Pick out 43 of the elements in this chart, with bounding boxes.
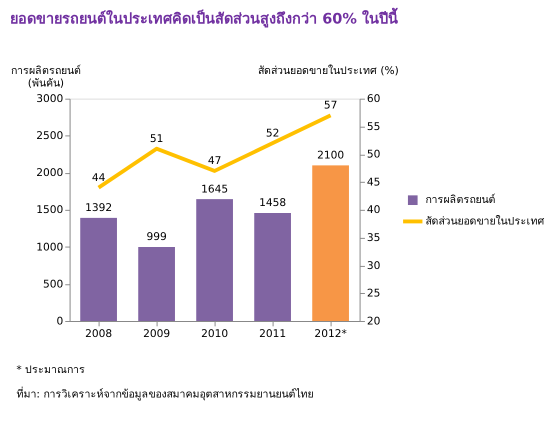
y-tick-label: 1500 xyxy=(36,203,64,216)
legend-label: การผลิตรถยนต์ xyxy=(425,193,496,206)
bar xyxy=(196,199,233,322)
data-label: 2100 xyxy=(317,148,344,162)
legend-label: สัดส่วนยอดขายในประเทศ xyxy=(425,214,544,228)
bar xyxy=(254,212,291,322)
data-label: 44 xyxy=(92,170,106,184)
y2-tick-label: 45 xyxy=(366,175,380,188)
bar xyxy=(138,246,175,322)
chart-title: ยอดขายรถยนต์ในประเทศคิดเป็นสัดส่วนสูงถึงกว่า 60% ในปีนี้ xyxy=(10,7,398,28)
x-tick-label: 2008 xyxy=(85,326,112,340)
data-label: 52 xyxy=(266,126,280,140)
y-tick-label: 2500 xyxy=(36,129,64,142)
y2-tick-label: 55 xyxy=(366,120,380,133)
y-tick-label: 3000 xyxy=(36,92,64,106)
y2-tick-label: 50 xyxy=(366,148,381,161)
y-axis-title: การผลิตรถยนต์ (พันคัน) xyxy=(10,64,81,90)
y-tick-label: 0 xyxy=(56,314,64,328)
data-label: 1645 xyxy=(201,182,228,196)
y2-axis-title: สัดส่วนยอดขายในประเทศ (%) xyxy=(258,64,399,78)
y2-tick-label: 35 xyxy=(366,231,380,244)
y2-tick-label: 25 xyxy=(366,286,380,300)
y2-tick-label: 30 xyxy=(366,258,381,272)
data-label: 1392 xyxy=(85,201,112,214)
y-tick-label: 500 xyxy=(43,277,64,290)
data-label: 57 xyxy=(324,98,338,112)
data-label: 47 xyxy=(208,154,222,168)
data-label: 1458 xyxy=(259,196,286,210)
bar xyxy=(312,165,349,322)
data-label: 999 xyxy=(146,230,167,244)
y2-tick-label: 40 xyxy=(366,203,381,216)
y-tick-label: 1000 xyxy=(36,240,64,254)
x-tick-label: 2012* xyxy=(314,326,347,340)
x-tick-label: 2009 xyxy=(143,326,170,340)
y2-tick-label: 60 xyxy=(366,92,381,106)
bar xyxy=(80,218,117,322)
y-tick-label: 2000 xyxy=(36,166,64,180)
x-tick-label: 2011 xyxy=(259,326,286,340)
y2-tick-label: 20 xyxy=(366,314,381,328)
text: ที่มา: การวิเคราะห์จากข้อมูลของสมาคมอุตสาหกรรมยานยนต์ไทย xyxy=(16,386,314,400)
text: * ประมาณการ xyxy=(16,363,86,376)
x-tick-label: 2010 xyxy=(201,326,228,340)
data-label: 51 xyxy=(150,132,164,145)
